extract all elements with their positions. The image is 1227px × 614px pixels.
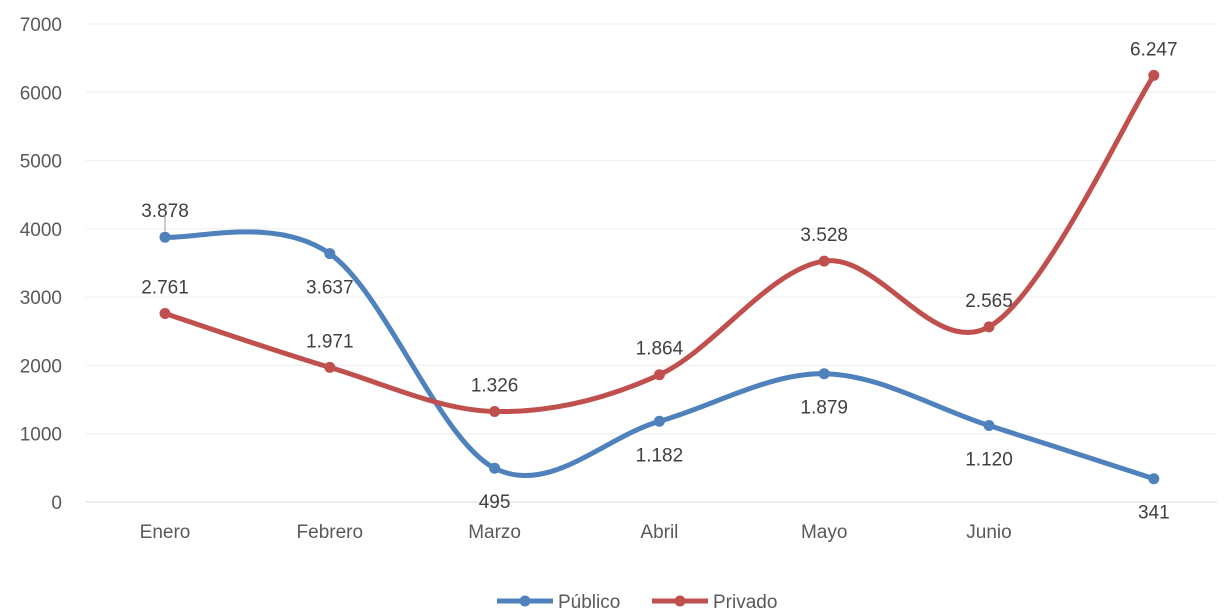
x-tick-label: Enero	[140, 522, 191, 543]
data-label: 1.182	[636, 445, 684, 466]
data-label: 2.565	[965, 291, 1013, 312]
data-point	[653, 415, 665, 427]
data-label: 2.761	[141, 277, 189, 298]
x-tick-label: Mayo	[801, 522, 847, 543]
data-point	[489, 405, 501, 417]
y-tick-label: 1000	[20, 425, 62, 446]
data-point	[324, 248, 336, 260]
x-tick-label: Abril	[640, 522, 678, 543]
data-label: 1.326	[471, 375, 519, 396]
data-point	[489, 462, 501, 474]
data-label: 341	[1138, 503, 1170, 524]
data-point	[1148, 473, 1160, 485]
y-tick-label: 6000	[20, 83, 62, 104]
data-label: 3.878	[141, 201, 189, 222]
data-point	[653, 369, 665, 381]
data-point	[983, 420, 995, 432]
data-label: 3.637	[306, 278, 354, 299]
y-tick-label: 5000	[20, 152, 62, 173]
legend-marker	[519, 595, 531, 607]
axes: 0 1000 2000 3000 4000 5000 6000 7000 Enero Febrer…	[20, 15, 1217, 543]
data-point	[983, 321, 995, 333]
legend-label: Privado	[713, 592, 777, 609]
data-point	[818, 368, 830, 380]
x-tick-label: Febrero	[297, 522, 364, 543]
data-label: 1.120	[965, 450, 1013, 471]
data-point	[324, 361, 336, 373]
y-tick-label: 3000	[20, 288, 62, 309]
gridlines	[86, 23, 1217, 435]
data-labels: 3.878 3.637 495 1.182 1.879 1.120 341 2.761 1.97…	[141, 39, 1177, 523]
data-label: 1.971	[306, 331, 354, 352]
data-point	[159, 231, 171, 243]
legend-label: Público	[558, 592, 620, 609]
y-tick-label: 7000	[20, 15, 62, 36]
y-tick-label: 0	[51, 493, 62, 514]
x-tick-label: Marzo	[468, 522, 521, 543]
data-point	[159, 307, 171, 319]
data-label: 6.247	[1130, 39, 1178, 60]
legend: Público Privado	[497, 592, 777, 613]
data-label: 3.528	[800, 225, 848, 246]
data-label: 1.864	[636, 339, 684, 360]
data-point	[1148, 69, 1160, 81]
legend-marker	[674, 595, 686, 607]
data-point	[818, 255, 830, 267]
data-label: 1.879	[800, 398, 848, 419]
y-tick-label: 2000	[20, 356, 62, 377]
data-points	[159, 69, 1160, 485]
data-label: 495	[479, 492, 511, 513]
x-tick-label: Junio	[966, 522, 1011, 543]
y-tick-label: 4000	[20, 220, 62, 241]
